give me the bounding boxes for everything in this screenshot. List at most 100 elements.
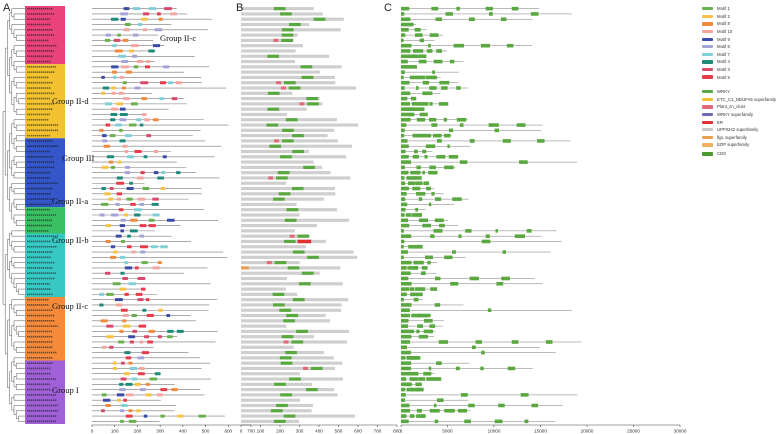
- motif-box: [111, 70, 117, 74]
- motif-box: [108, 160, 114, 164]
- cds-exon: [433, 229, 443, 233]
- cds-exon: [401, 287, 410, 291]
- motif-box: [119, 75, 124, 79]
- cds-exon: [417, 324, 424, 328]
- cds-exon: [401, 366, 412, 371]
- wrky-domain: [281, 335, 294, 339]
- cds-exon: [401, 128, 405, 133]
- motif-box: [129, 49, 134, 53]
- cds-exon: [516, 123, 526, 127]
- motif-box: [198, 414, 206, 418]
- cds-exon: [420, 414, 426, 418]
- cds-exon: [432, 133, 442, 138]
- wrky-domain: [276, 403, 288, 408]
- cds-exon: [406, 387, 414, 392]
- cds-exon: [417, 75, 426, 80]
- motif-box: [141, 17, 148, 21]
- legend-item: CDS: [702, 150, 726, 158]
- cds-exon: [418, 59, 427, 64]
- cds-exon: [487, 308, 492, 313]
- motif-box: [151, 245, 158, 249]
- cds-exon: [401, 403, 410, 408]
- group-strip-g1: [25, 360, 65, 424]
- motif-box: [116, 197, 121, 201]
- motif-box: [176, 171, 181, 175]
- cds-exon: [459, 123, 464, 127]
- motif-box: [140, 245, 148, 249]
- wrky-domain: [281, 38, 293, 42]
- axis-b-tick-label: 700: [374, 429, 382, 434]
- motif-box: [135, 292, 143, 296]
- cds-exon: [416, 192, 426, 196]
- wrky-domain: [283, 414, 296, 418]
- wrky-domain: [303, 165, 315, 169]
- motif-box: [140, 250, 146, 254]
- wrky-domain: [287, 266, 300, 270]
- motif-box: [118, 54, 126, 58]
- wrky-domain: [277, 171, 290, 175]
- cds-exon: [425, 144, 436, 149]
- motif-box: [125, 414, 133, 418]
- legend-item: ER: [702, 118, 776, 126]
- legend-swatch: [702, 90, 713, 94]
- cds-exon: [433, 75, 437, 80]
- phylogenetic-tree: [2, 8, 25, 422]
- cds-exon: [421, 266, 428, 270]
- group-label-ii-c-bottom: Group II-c: [52, 301, 89, 311]
- cds-exon: [413, 297, 419, 302]
- cds-exon: [401, 22, 411, 27]
- wrky-domain: [310, 366, 323, 371]
- cds-exon: [426, 186, 431, 191]
- protein-bar: [241, 102, 323, 106]
- motif-box: [128, 335, 136, 339]
- legend-swatch: [702, 105, 713, 109]
- cds-exon: [443, 133, 451, 138]
- cds-exon: [545, 340, 553, 344]
- cds-exon: [417, 244, 423, 249]
- cds-exon: [421, 287, 426, 291]
- cds-exon: [452, 197, 462, 201]
- motif-box: [126, 187, 134, 191]
- cds-exon: [401, 319, 409, 323]
- cds-exon: [494, 128, 499, 133]
- motif-box: [123, 28, 130, 32]
- cds-exon: [415, 207, 419, 212]
- motif-box: [113, 75, 117, 79]
- cds-exon: [468, 403, 475, 408]
- cds-exon: [488, 12, 493, 16]
- motif-box: [124, 266, 133, 270]
- motif-box: [104, 271, 111, 275]
- motif-box: [119, 118, 127, 122]
- motif-box: [124, 150, 129, 154]
- cds-exon: [401, 91, 411, 96]
- cds-exon: [511, 340, 519, 344]
- protein-bar: [241, 366, 335, 371]
- cds-exon: [406, 382, 411, 387]
- cds-exon: [401, 197, 406, 201]
- cds-exon: [401, 419, 409, 424]
- motif-box: [176, 329, 184, 333]
- motif-box: [128, 282, 137, 286]
- cds-exon: [413, 49, 424, 53]
- cds-exon: [401, 75, 404, 80]
- motif-legend: Motif 1 Motif 2 Motif 8 Motif 10 Motif 9…: [702, 5, 732, 81]
- cds-exon: [411, 213, 418, 217]
- cds-exon: [410, 96, 417, 101]
- wrky-domain: [307, 102, 319, 106]
- cds-exon: [526, 229, 532, 233]
- motif-box: [119, 112, 128, 116]
- protein-bar: [241, 91, 293, 95]
- motif-box: [101, 75, 105, 79]
- legend-item: ETC_C1_NDUFA5 superfamily: [702, 96, 776, 104]
- protein-bar: [241, 134, 328, 138]
- motif-box: [122, 81, 127, 85]
- motif-box: [117, 33, 121, 37]
- wrky-domain: [301, 75, 314, 80]
- cds-exon: [401, 266, 407, 270]
- motif-box: [134, 266, 139, 270]
- motif-box: [139, 202, 145, 206]
- cds-exon: [436, 49, 442, 53]
- motif-box: [132, 33, 139, 37]
- motif-box: [157, 261, 162, 265]
